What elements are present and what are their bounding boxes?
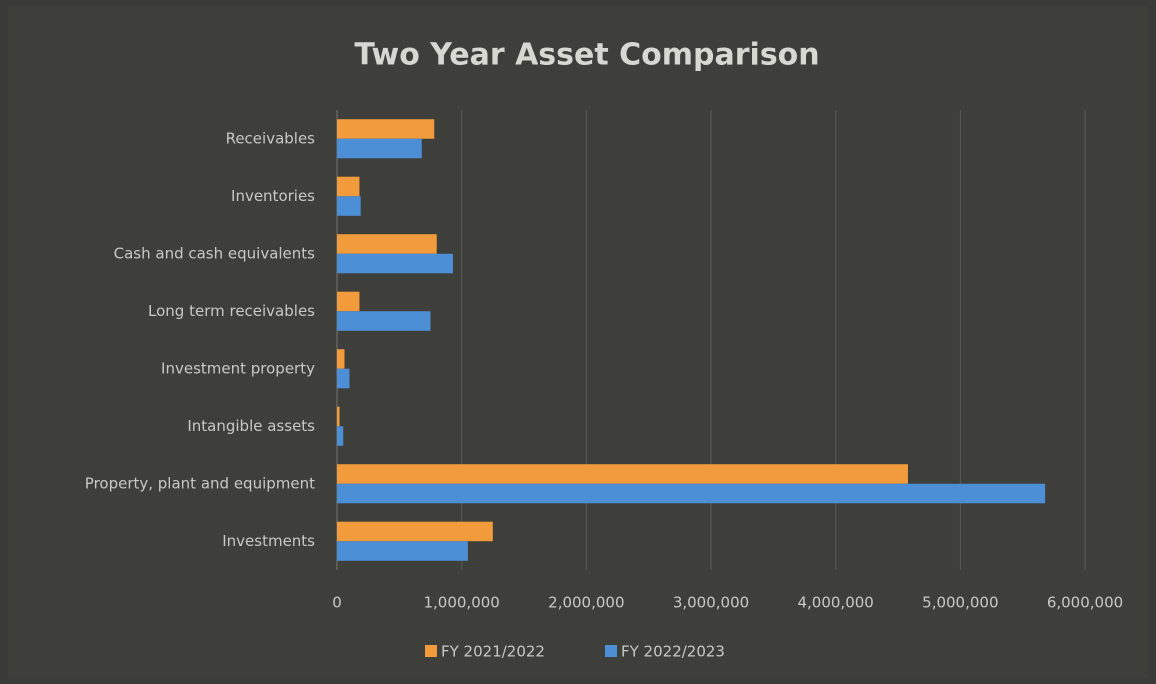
x-tick-label: 1,000,000 [423, 594, 499, 612]
bar [337, 483, 1046, 504]
x-tick-label: 4,000,000 [797, 594, 873, 612]
x-tick-label: 3,000,000 [673, 594, 749, 612]
legend-label: FY 2022/2023 [621, 643, 725, 661]
y-tick-label: Receivables [226, 129, 316, 147]
y-tick-label: Long term receivables [148, 302, 315, 320]
bar [337, 253, 453, 274]
legend-swatch [425, 645, 437, 657]
bar [337, 196, 361, 216]
bar [337, 349, 345, 369]
bar [337, 368, 350, 389]
x-tick-label: 5,000,000 [922, 594, 998, 612]
bar [337, 521, 493, 542]
bar [337, 311, 431, 331]
x-tick-label: 2,000,000 [548, 594, 624, 612]
bar [337, 464, 908, 484]
y-tick-label: Investment property [161, 359, 315, 377]
x-tick-label: 0 [332, 594, 342, 612]
y-tick-label: Property, plant and equipment [85, 474, 315, 492]
y-tick-label: Cash and cash equivalents [114, 244, 316, 262]
legend-swatch [605, 645, 617, 657]
bar [337, 406, 340, 427]
x-tick-label: 6,000,000 [1047, 594, 1123, 612]
chart-background [8, 6, 1148, 678]
bar [337, 138, 422, 159]
y-tick-label: Inventories [231, 187, 315, 205]
bar [337, 119, 435, 139]
bar [337, 541, 468, 561]
bar [337, 426, 344, 446]
bar [337, 176, 360, 197]
y-tick-label: Investments [222, 532, 315, 550]
bar [337, 291, 360, 312]
chart-title: Two Year Asset Comparison [354, 38, 819, 73]
bar [337, 234, 437, 254]
y-tick-label: Intangible assets [187, 417, 315, 435]
legend-label: FY 2021/2022 [441, 643, 545, 661]
